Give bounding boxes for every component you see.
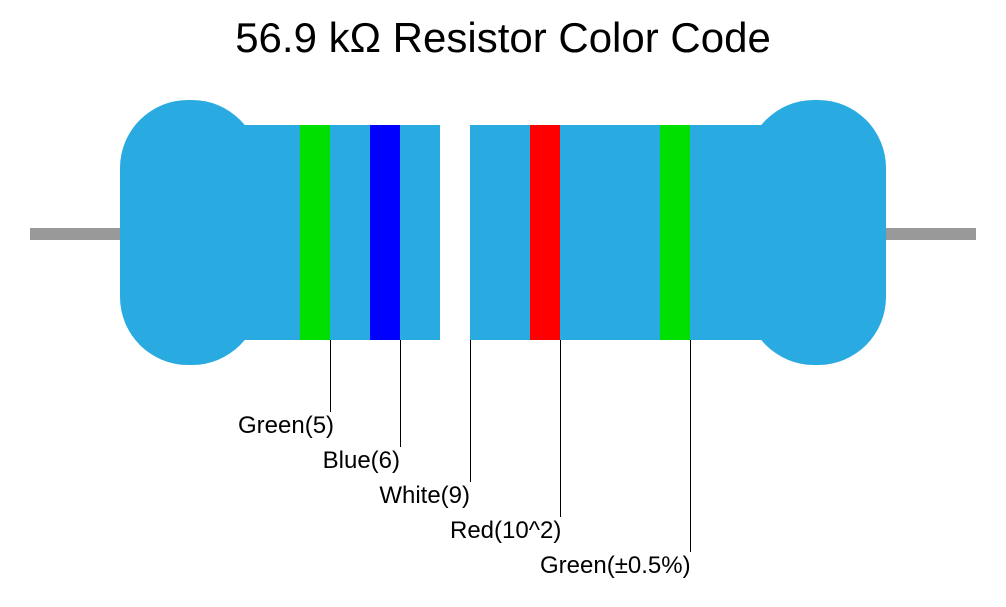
band-label-2: Blue(6) [318, 447, 400, 475]
leader-line-5 [690, 340, 691, 552]
band-4-red [530, 125, 560, 340]
band-5-green [660, 125, 690, 340]
leader-line-3 [470, 340, 471, 482]
diagram-stage: 56.9 kΩ Resistor Color Code Green(5) Blu… [0, 0, 1006, 607]
band-1-green [300, 125, 330, 340]
leader-line-2 [400, 340, 401, 447]
diagram-title: 56.9 kΩ Resistor Color Code [0, 14, 1006, 62]
band-label-3: White(9) [378, 482, 470, 510]
band-label-5: Green(±0.5%) [540, 552, 690, 580]
leader-line-1 [330, 340, 331, 412]
leader-line-4 [560, 340, 561, 517]
band-2-blue [370, 125, 400, 340]
band-3-white [440, 125, 470, 340]
band-label-1: Green(5) [238, 412, 330, 440]
band-label-4: Red(10^2) [450, 517, 560, 545]
